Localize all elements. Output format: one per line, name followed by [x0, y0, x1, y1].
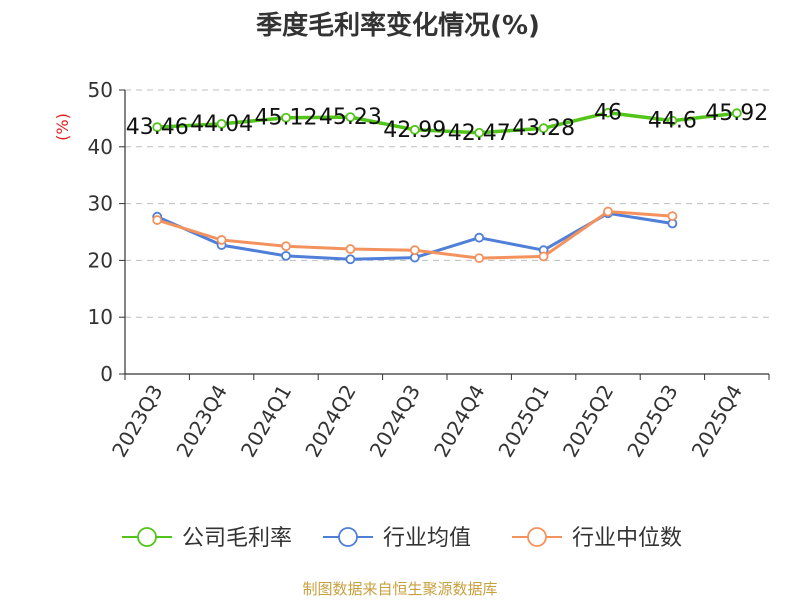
point-0-6 [538, 123, 549, 134]
point-0-1 [216, 118, 227, 129]
x-tick-label-2025Q3: 2025Q3 [622, 381, 682, 462]
point-2-7 [603, 206, 613, 217]
point-2-5 [474, 253, 485, 264]
source-note: 制图数据来自恒生聚源数据库 [302, 580, 497, 598]
legend-label-2: 行业中位数 [572, 526, 682, 551]
data-label-5: 42.47 [448, 121, 511, 146]
y-tick-label-50: 50 [88, 78, 113, 102]
x-tick-label-2025Q4: 2025Q4 [687, 381, 747, 462]
point-0-8 [667, 115, 678, 126]
point-1-3 [345, 254, 356, 265]
legend-label-1: 行业均值 [383, 526, 471, 551]
x-tick-label-2023Q4: 2023Q4 [171, 381, 231, 462]
data-label-4: 42.99 [383, 118, 446, 143]
legend-marker-1 [338, 527, 358, 547]
point-0-7 [603, 107, 613, 118]
series-layer [152, 107, 742, 265]
data-label-3: 45.23 [319, 105, 382, 130]
y-tick-label-30: 30 [88, 192, 113, 216]
series-2 [152, 206, 678, 264]
y-axis-label: (%) [53, 113, 72, 141]
data-label-6: 43.28 [512, 116, 575, 141]
point-2-1 [216, 235, 227, 245]
chart-title: 季度毛利率变化情况(%) [256, 10, 540, 41]
axes [119, 89, 770, 380]
legend-item-1[interactable]: 行业均值 [323, 526, 471, 551]
point-0-9 [731, 108, 742, 119]
y-tick-label-0: 0 [100, 362, 113, 386]
data-label-8: 44.6 [648, 109, 697, 134]
x-ticks: 2023Q3 2023Q4 2024Q1 2024Q2 2024Q3 2024Q4 2025… [107, 381, 747, 462]
point-1-5 [474, 232, 485, 243]
data-label-2: 45.12 [255, 106, 318, 131]
point-2-0 [152, 215, 163, 225]
legend-item-0[interactable]: 公司毛利率 [122, 526, 292, 551]
point-0-0 [152, 122, 163, 133]
x-tick-label-2024Q4: 2024Q4 [429, 381, 489, 462]
point-2-4 [409, 245, 420, 256]
legend[interactable]: 公司毛利率 行业均值 行业中位数 [122, 526, 682, 551]
series-line-0 [157, 110, 738, 135]
data-label-9: 45.92 [705, 101, 768, 126]
point-0-2 [281, 112, 291, 123]
y-tick-label-20: 20 [88, 248, 113, 272]
point-2-6 [538, 251, 549, 262]
x-tick-label-2024Q3: 2024Q3 [365, 381, 425, 462]
point-0-3 [345, 112, 356, 122]
x-tick-label-2024Q2: 2024Q2 [300, 381, 360, 462]
grid-lines [125, 89, 769, 318]
point-0-5 [474, 127, 485, 138]
data-label-7: 46 [594, 101, 622, 126]
x-tick-label-2025Q1: 2025Q1 [493, 381, 553, 462]
legend-marker-2 [527, 527, 547, 547]
point-2-2 [281, 241, 291, 252]
point-2-8 [667, 211, 678, 221]
y-tick-label-10: 10 [88, 305, 113, 329]
point-0-4 [409, 124, 420, 135]
y-tick-label-40: 40 [88, 135, 113, 159]
x-tick-label-2024Q1: 2024Q1 [236, 381, 296, 462]
x-tick-label-2025Q2: 2025Q2 [558, 381, 618, 462]
data-label-1: 44.04 [190, 112, 253, 137]
legend-label-0: 公司毛利率 [182, 526, 292, 551]
x-tick-label-2023Q3: 2023Q3 [107, 381, 167, 462]
y-ticks: 0 10 20 30 40 50 [88, 78, 113, 386]
point-1-2 [281, 250, 291, 261]
data-label-0: 43.46 [126, 115, 189, 140]
legend-item-2[interactable]: 行业中位数 [512, 526, 682, 551]
point-2-3 [345, 244, 356, 254]
series-0 [152, 107, 742, 138]
legend-marker-0 [137, 527, 157, 547]
